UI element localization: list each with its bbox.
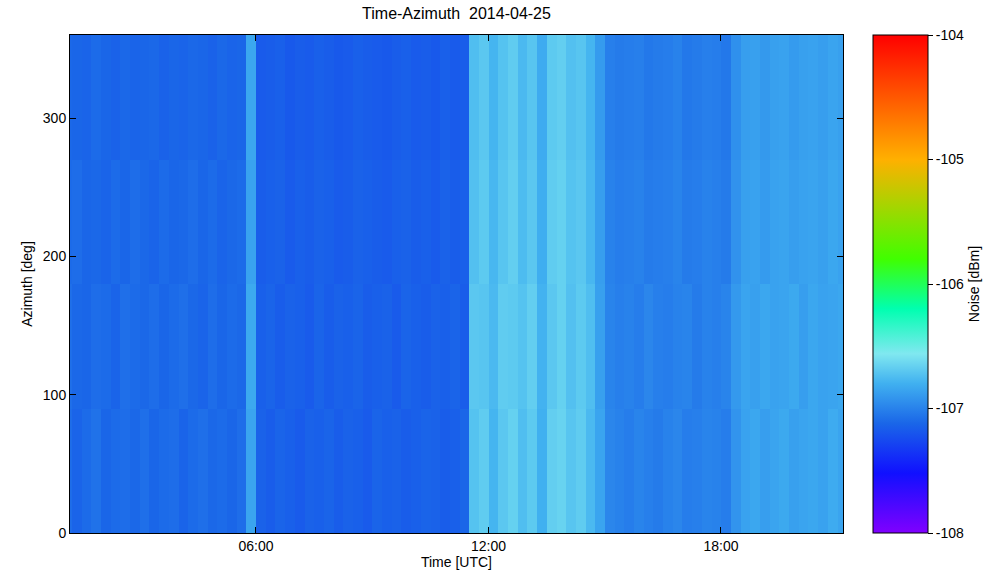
svg-text:Time [UTC]: Time [UTC] (421, 554, 492, 570)
svg-text:200: 200 (43, 248, 67, 264)
svg-text:0: 0 (58, 525, 66, 541)
svg-text:-106: -106 (936, 276, 964, 292)
svg-text:12:00: 12:00 (471, 538, 506, 554)
svg-text:Azimuth [deg]: Azimuth [deg] (19, 241, 35, 327)
svg-text:Noise [dBm]: Noise [dBm] (966, 246, 982, 322)
svg-text:18:00: 18:00 (703, 538, 738, 554)
svg-text:06:00: 06:00 (238, 538, 273, 554)
svg-text:Time-Azimuth 2014-04-25: Time-Azimuth 2014-04-25 (362, 5, 551, 22)
svg-text:-104: -104 (936, 27, 964, 43)
svg-text:300: 300 (43, 110, 67, 126)
svg-text:-108: -108 (936, 525, 964, 541)
svg-text:-105: -105 (936, 151, 964, 167)
svg-text:-107: -107 (936, 400, 964, 416)
svg-text:100: 100 (43, 387, 67, 403)
